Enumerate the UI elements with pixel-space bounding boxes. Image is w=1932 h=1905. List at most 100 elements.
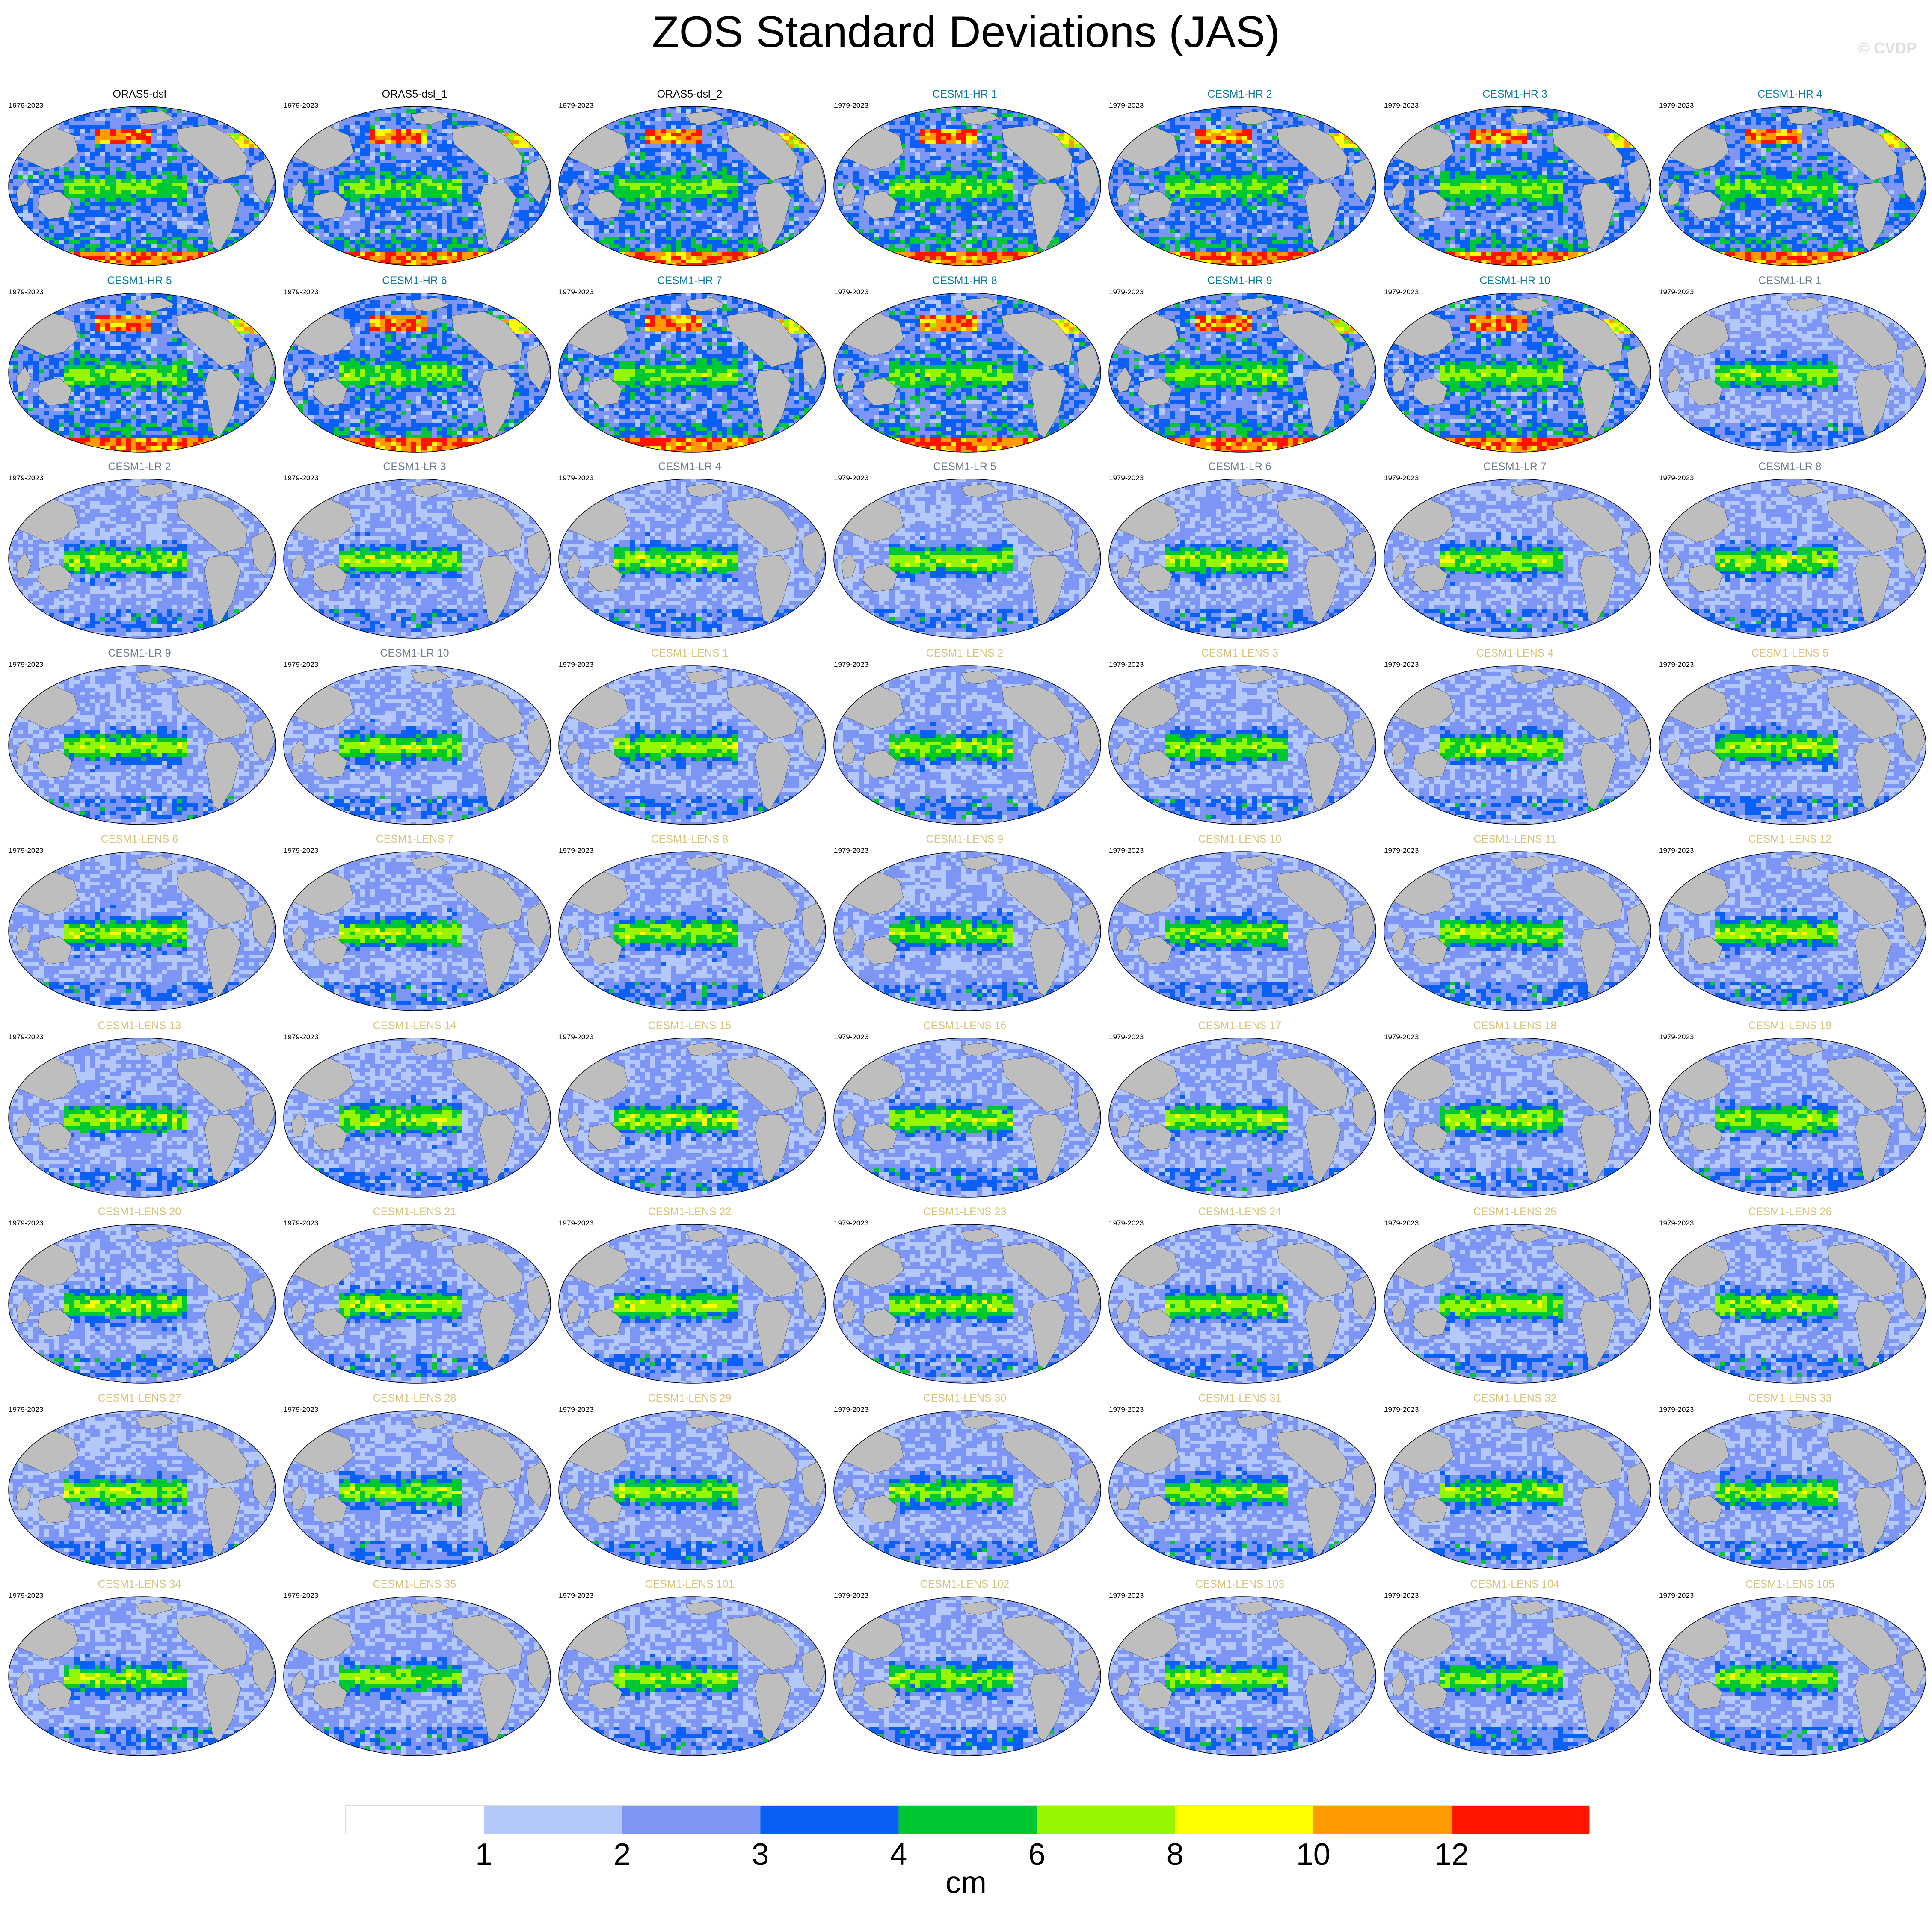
ocean-map — [558, 851, 827, 1012]
panel-title: ORAS5-dsl_1 — [278, 88, 551, 101]
map-panel: CESM1-LENS 9 1979-2023 — [828, 833, 1102, 1012]
panel-title: CESM1-LENS 105 — [1653, 1578, 1927, 1591]
map-panel: CESM1-LENS 20 1979-2023 — [3, 1205, 276, 1385]
map-panel: CESM1-LENS 28 1979-2023 — [278, 1392, 551, 1571]
panel-title: CESM1-LR 6 — [1103, 460, 1377, 473]
map-panel: CESM1-LENS 25 1979-2023 — [1378, 1205, 1652, 1385]
panel-title: CESM1-LENS 27 — [3, 1392, 276, 1405]
map-panel: CESM1-LENS 1 1979-2023 — [553, 647, 827, 826]
ocean-map — [1658, 292, 1927, 453]
panel-title: CESM1-HR 7 — [553, 274, 827, 287]
ocean-map — [283, 1596, 551, 1757]
map-panel: CESM1-LENS 24 1979-2023 — [1103, 1205, 1377, 1385]
map-panel: CESM1-LENS 102 1979-2023 — [828, 1578, 1102, 1757]
panel-title: CESM1-LENS 22 — [553, 1205, 827, 1218]
ocean-map — [558, 665, 827, 825]
panel-title: CESM1-LR 3 — [278, 460, 551, 473]
panel-title: CESM1-HR 3 — [1378, 88, 1652, 101]
ocean-map — [833, 1037, 1102, 1198]
panel-title: CESM1-LENS 104 — [1378, 1578, 1652, 1591]
panel-title: ORAS5-dsl — [3, 88, 276, 101]
map-panel: CESM1-LENS 31 1979-2023 — [1103, 1392, 1377, 1571]
map-panel: CESM1-LENS 34 1979-2023 — [3, 1578, 276, 1757]
ocean-map — [283, 106, 551, 266]
map-panel: CESM1-LENS 10 1979-2023 — [1103, 833, 1377, 1012]
panel-title: CESM1-LENS 12 — [1653, 833, 1927, 846]
map-panel: ORAS5-dsl_1 1979-2023 — [278, 88, 551, 267]
colorbar-bin — [1452, 1806, 1590, 1834]
map-panel: CESM1-LR 6 1979-2023 — [1103, 460, 1377, 640]
map-panel: CESM1-LR 7 1979-2023 — [1378, 460, 1652, 640]
ocean-map — [8, 1223, 276, 1384]
panel-title: CESM1-LENS 6 — [3, 833, 276, 846]
map-panel: ORAS5-dsl 1979-2023 — [3, 88, 276, 267]
panel-title: CESM1-LENS 29 — [553, 1392, 827, 1405]
map-panel: ORAS5-dsl_2 1979-2023 — [553, 88, 827, 267]
map-panel: CESM1-LENS 4 1979-2023 — [1378, 647, 1652, 826]
map-panel: CESM1-LENS 6 1979-2023 — [3, 833, 276, 1012]
map-panel: CESM1-LENS 12 1979-2023 — [1653, 833, 1927, 1012]
ocean-map — [1383, 665, 1652, 825]
panel-title: CESM1-LENS 15 — [553, 1019, 827, 1032]
panel-title: CESM1-LENS 9 — [828, 833, 1102, 846]
panel-title: CESM1-LENS 24 — [1103, 1205, 1377, 1218]
panel-title: CESM1-LR 7 — [1378, 460, 1652, 473]
panel-title: CESM1-HR 8 — [828, 274, 1102, 287]
map-panel: CESM1-HR 3 1979-2023 — [1378, 88, 1652, 267]
panel-title: CESM1-HR 4 — [1653, 88, 1927, 101]
colorbar-bin — [1175, 1806, 1313, 1834]
ocean-map — [558, 478, 827, 639]
map-panel: CESM1-LENS 3 1979-2023 — [1103, 647, 1377, 826]
map-panel: CESM1-LENS 35 1979-2023 — [278, 1578, 551, 1757]
map-panel: CESM1-LENS 11 1979-2023 — [1378, 833, 1652, 1012]
map-panel: CESM1-LENS 16 1979-2023 — [828, 1019, 1102, 1199]
panel-title: CESM1-LENS 4 — [1378, 647, 1652, 660]
ocean-map — [1383, 292, 1652, 453]
map-panel: CESM1-LENS 21 1979-2023 — [278, 1205, 551, 1385]
ocean-map — [1658, 478, 1927, 639]
colorbar-bin — [760, 1806, 898, 1834]
map-panel: CESM1-HR 10 1979-2023 — [1378, 274, 1652, 454]
colorbar-bin — [346, 1806, 484, 1834]
ocean-map — [833, 106, 1102, 266]
map-panel: CESM1-HR 5 1979-2023 — [3, 274, 276, 454]
map-panel: CESM1-LENS 7 1979-2023 — [278, 833, 551, 1012]
ocean-map — [558, 292, 827, 453]
ocean-map — [1383, 1037, 1652, 1198]
colorbar-unit: cm — [0, 1866, 1932, 1900]
panel-title: CESM1-LENS 21 — [278, 1205, 551, 1218]
map-panel: CESM1-HR 2 1979-2023 — [1103, 88, 1377, 267]
panel-title: CESM1-LENS 1 — [553, 647, 827, 660]
panel-title: CESM1-LENS 103 — [1103, 1578, 1377, 1591]
ocean-map — [1658, 851, 1927, 1012]
panel-title: CESM1-LENS 13 — [3, 1019, 276, 1032]
panel-title: CESM1-LENS 25 — [1378, 1205, 1652, 1218]
ocean-map — [8, 1410, 276, 1571]
panel-title: CESM1-LENS 17 — [1103, 1019, 1377, 1032]
ocean-map — [8, 478, 276, 639]
panel-title: CESM1-LR 1 — [1653, 274, 1927, 287]
ocean-map — [833, 1596, 1102, 1757]
panel-title: CESM1-LENS 16 — [828, 1019, 1102, 1032]
panel-title: CESM1-LENS 10 — [1103, 833, 1377, 846]
panel-title: CESM1-LENS 26 — [1653, 1205, 1927, 1218]
ocean-map — [1658, 1223, 1927, 1384]
map-panel: CESM1-LENS 22 1979-2023 — [553, 1205, 827, 1385]
ocean-map — [833, 478, 1102, 639]
ocean-map — [833, 292, 1102, 453]
map-panel: CESM1-HR 9 1979-2023 — [1103, 274, 1377, 454]
colorbar-bin — [898, 1806, 1037, 1834]
ocean-map — [1108, 1037, 1377, 1198]
panel-title: CESM1-LENS 8 — [553, 833, 827, 846]
map-panel: CESM1-LR 9 1979-2023 — [3, 647, 276, 826]
panel-title: CESM1-HR 5 — [3, 274, 276, 287]
ocean-map — [283, 1223, 551, 1384]
panel-title: CESM1-LENS 35 — [278, 1578, 551, 1591]
map-panel: CESM1-LENS 2 1979-2023 — [828, 647, 1102, 826]
panel-title: CESM1-LR 9 — [3, 647, 276, 660]
panel-title: CESM1-LENS 3 — [1103, 647, 1377, 660]
ocean-map — [283, 851, 551, 1012]
ocean-map — [558, 1223, 827, 1384]
ocean-map — [8, 1037, 276, 1198]
colorbar-bin — [622, 1806, 760, 1834]
